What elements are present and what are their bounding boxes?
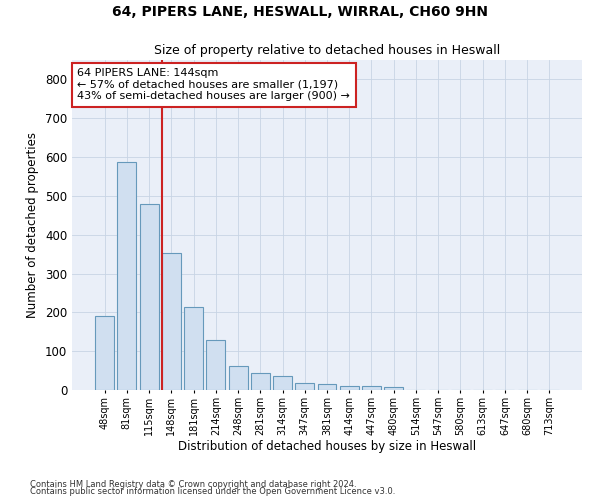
Text: 64 PIPERS LANE: 144sqm
← 57% of detached houses are smaller (1,197)
43% of semi-: 64 PIPERS LANE: 144sqm ← 57% of detached…	[77, 68, 350, 102]
Bar	[95, 316, 114, 390]
Bar	[140, 204, 158, 390]
Y-axis label: Number of detached properties: Number of detached properties	[26, 132, 40, 318]
Bar	[118, 162, 136, 390]
Title: Size of property relative to detached houses in Heswall: Size of property relative to detached ho…	[154, 44, 500, 58]
Text: 64, PIPERS LANE, HESWALL, WIRRAL, CH60 9HN: 64, PIPERS LANE, HESWALL, WIRRAL, CH60 9…	[112, 5, 488, 19]
Bar	[384, 387, 403, 390]
Text: Contains HM Land Registry data © Crown copyright and database right 2024.: Contains HM Land Registry data © Crown c…	[30, 480, 356, 489]
Bar	[251, 373, 270, 390]
Bar	[362, 386, 381, 390]
Text: Contains public sector information licensed under the Open Government Licence v3: Contains public sector information licen…	[30, 487, 395, 496]
Bar	[295, 383, 314, 390]
Bar	[273, 376, 292, 390]
X-axis label: Distribution of detached houses by size in Heswall: Distribution of detached houses by size …	[178, 440, 476, 454]
Bar	[162, 254, 181, 390]
Bar	[229, 366, 248, 390]
Bar	[317, 384, 337, 390]
Bar	[184, 307, 203, 390]
Bar	[206, 340, 225, 390]
Bar	[340, 386, 359, 390]
